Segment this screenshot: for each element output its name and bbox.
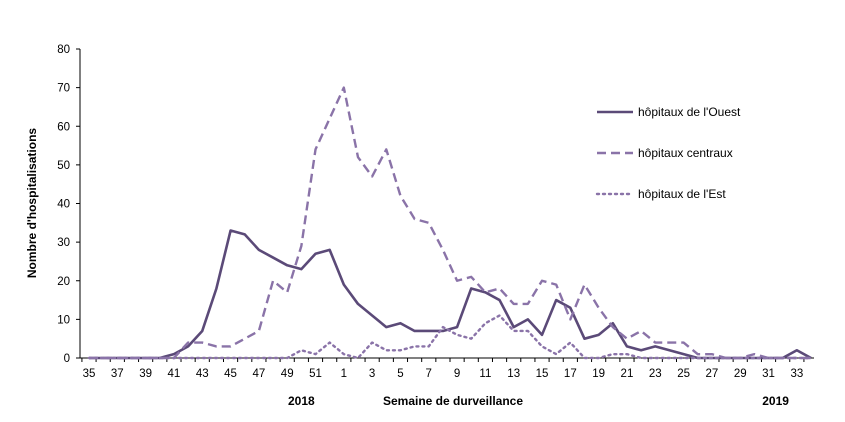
series-solid — [88, 229, 812, 360]
x-tick-label: 17 — [564, 368, 577, 380]
x-tick-label: 23 — [649, 368, 662, 380]
x-tick-label: 19 — [592, 368, 605, 380]
x-tick-label: 27 — [706, 368, 719, 380]
x-tick-label: 3 — [369, 368, 375, 380]
x-tick-label: 13 — [507, 368, 520, 380]
y-tick-group: 0 10 20 30 40 50 60 70 80 — [57, 44, 80, 365]
x-tick-label: 35 — [83, 368, 96, 380]
y-axis-title: Nombre d'hospitalisations — [25, 128, 39, 279]
y-tick-label: 60 — [57, 121, 70, 133]
y-tick-label: 0 — [64, 353, 70, 365]
x-tick-label: 5 — [397, 368, 403, 380]
x-tick-label: 49 — [281, 368, 294, 380]
x-tick-label: 33 — [790, 368, 803, 380]
legend-label: hôpitaux centraux — [638, 146, 733, 160]
series-line — [89, 86, 811, 360]
x-tick-label: 41 — [168, 368, 181, 380]
legend: hôpitaux de l'Ouest hôpitaux centraux hôpi… — [595, 105, 741, 201]
y-tick-label: 10 — [57, 314, 70, 326]
x-tick-label: 37 — [111, 368, 124, 380]
x-tick-label: 9 — [454, 368, 460, 380]
x-tick-label: 47 — [252, 368, 265, 380]
series-line — [87, 314, 813, 360]
series-line — [89, 229, 812, 360]
y-tick-label: 50 — [57, 160, 70, 172]
series-dashed — [88, 86, 812, 360]
legend-label: hôpitaux de l'Ouest — [638, 105, 741, 119]
x-tick-label: 15 — [536, 368, 549, 380]
x-axis: 35 37 39 41 43 45 47 49 51 1 3 5 7 9 11 13 15 17 19 21 23 25 2… — [80, 357, 814, 380]
x-tick-label: 11 — [479, 368, 491, 380]
legend-label: hôpitaux de l'Est — [638, 187, 726, 201]
x-tick-label: 29 — [734, 368, 747, 380]
x-tick-label: 21 — [621, 368, 634, 380]
x-tick-label: 51 — [309, 368, 322, 380]
series-layer — [87, 86, 813, 360]
year-label: 2019 — [762, 394, 789, 408]
x-tick-label: 1 — [341, 368, 347, 380]
x-tick-label: 39 — [139, 368, 152, 380]
y-tick-label: 80 — [57, 44, 70, 56]
year-label: 2018 — [288, 394, 315, 408]
y-tick-label: 40 — [57, 199, 70, 211]
x-tick-label: 25 — [677, 368, 690, 380]
series-dotted — [87, 314, 813, 360]
y-tick-label: 30 — [57, 237, 70, 249]
y-tick-label: 20 — [57, 276, 70, 288]
y-tick-label: 70 — [57, 83, 70, 95]
x-tick-group: 35 37 39 41 43 45 47 49 51 1 3 5 7 9 11 13 15 17 19 21 23 25 2… — [81, 358, 805, 380]
y-axis: 0 10 20 30 40 50 60 70 80 — [57, 44, 81, 365]
x-tick-label: 7 — [426, 368, 432, 380]
x-axis-title: Semaine de durveillance — [383, 394, 523, 408]
x-tick-label: 45 — [224, 368, 237, 380]
year-label-group: 2018 2019 — [288, 394, 789, 408]
x-tick-label: 43 — [196, 368, 209, 380]
x-tick-label: 31 — [762, 368, 775, 380]
